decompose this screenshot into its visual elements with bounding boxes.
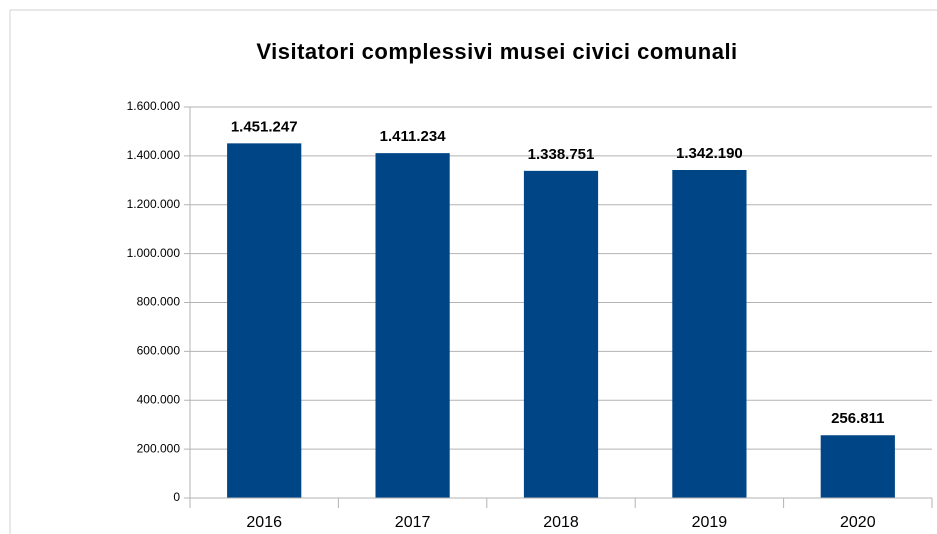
data-label: 1.411.234 (380, 128, 447, 145)
chart-title: Visitatori complessivi musei civici comu… (256, 39, 737, 64)
bar (227, 143, 302, 499)
y-tick-label: 0 (173, 490, 180, 504)
x-tick-label: 2019 (692, 514, 728, 531)
bar (672, 170, 747, 498)
bar (820, 435, 895, 498)
y-tick-label: 200.000 (137, 441, 181, 455)
y-tick-label: 800.000 (137, 295, 181, 309)
y-tick-label: 1.600.000 (127, 99, 181, 113)
y-tick-label: 600.000 (137, 344, 181, 358)
y-tick-label: 1.200.000 (127, 197, 181, 211)
y-tick-label: 1.000.000 (127, 246, 181, 260)
x-tick-label: 2017 (395, 514, 431, 531)
data-label: 1.338.751 (528, 146, 595, 163)
y-tick-label: 1.400.000 (127, 148, 181, 162)
x-tick-label: 2018 (543, 514, 579, 531)
y-tick-label: 400.000 (137, 392, 181, 406)
bar (375, 153, 450, 498)
bar (523, 170, 599, 499)
data-label: 1.451.247 (231, 118, 298, 135)
x-tick-label: 2016 (246, 514, 282, 531)
x-tick-label: 2020 (840, 514, 876, 531)
data-label: 256.811 (831, 410, 884, 427)
data-label: 1.342.190 (676, 145, 743, 162)
